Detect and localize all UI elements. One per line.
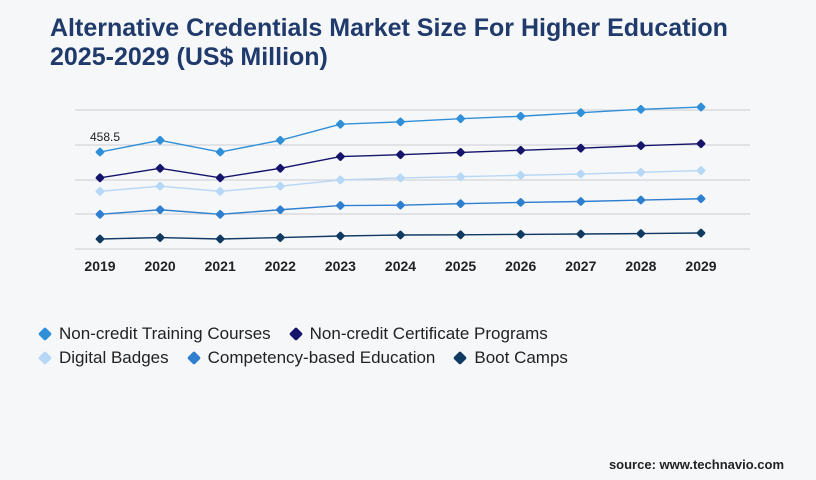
source-credit: source: www.technavio.com [608,457,784,472]
data-point [516,145,526,155]
data-point [396,200,405,210]
legend-marker-icon [288,326,303,342]
data-point [95,173,105,183]
legend-item: Digital Badges [37,348,169,368]
x-tick-label: 2028 [625,258,656,274]
x-tick-label: 2024 [385,258,416,274]
x-tick-label: 2026 [505,258,536,274]
legend-item: Competency-based Education [186,348,436,368]
data-point [155,164,165,173]
data-point [396,173,405,183]
data-point [696,102,706,112]
legend-marker-icon [453,350,468,366]
legend-row: Digital Badges Competency-based Education… [37,346,658,370]
legend-item: Boot Camps [453,348,568,368]
x-tick-label: 2022 [265,258,296,274]
chart-legend: Non-credit Training Courses Non-credit Ce… [37,322,658,370]
data-point [275,135,285,145]
data-point [456,114,465,124]
x-tick-label: 2019 [84,258,115,274]
data-point [95,147,105,157]
data-point [576,229,586,239]
legend-marker-icon [37,326,53,342]
data-point [576,169,586,179]
legend-label: Boot Camps [474,348,568,367]
data-point [275,233,285,242]
chart-title: Alternative Credentials Market Size For … [50,14,790,72]
data-point [456,199,465,209]
data-point [215,234,225,244]
data-point [155,233,165,242]
data-point [696,166,706,175]
data-point [215,210,225,219]
data-label: 458.5 [90,130,120,144]
data-point [696,194,706,204]
data-point [155,181,165,191]
chart-title-line2: 2025-2029 (US$ Million) [50,43,328,71]
data-point [696,139,706,149]
data-point [516,111,526,121]
x-tick-label: 2021 [205,258,236,274]
data-point [215,147,225,157]
legend-item: Non-credit Certificate Programs [288,324,548,344]
data-point [215,187,225,196]
data-point [155,135,165,145]
data-point [336,175,345,185]
data-point [636,195,646,205]
data-point [336,231,345,241]
legend-label: Competency-based Education [207,348,436,367]
x-tick-label: 2029 [685,258,716,274]
data-point [275,205,285,215]
data-point [636,229,646,238]
data-point [636,141,646,150]
data-point [215,173,225,183]
data-point [636,168,646,177]
data-point [696,228,706,238]
data-point [456,148,465,157]
legend-label: Non-credit Certificate Programs [309,324,548,343]
legend-item: Non-credit Training Courses [37,324,271,344]
chart-title-line1: Alternative Credentials Market Size For … [50,14,728,42]
data-point [95,187,105,196]
data-point [516,230,526,239]
legend-row: Non-credit Training Courses Non-credit Ce… [37,322,658,346]
x-tick-label: 2020 [145,258,176,274]
data-point [396,230,405,240]
legend-label: Digital Badges [59,348,169,367]
data-point [95,234,105,244]
data-point [456,230,465,240]
data-point [456,172,465,182]
data-point [576,143,586,153]
data-point [516,198,526,207]
legend-label: Non-credit Training Courses [59,324,271,343]
legend-marker-icon [186,350,201,366]
x-tick-label: 2027 [565,258,596,274]
data-point [576,108,586,118]
data-point [336,201,345,210]
data-point [336,119,345,129]
data-point [396,117,405,127]
data-point [275,164,285,173]
data-point [576,197,586,206]
x-tick-label: 2025 [445,258,476,274]
data-point [95,210,105,219]
data-point [336,152,345,161]
x-tick-label: 2023 [325,258,356,274]
data-point [636,105,646,114]
legend-marker-icon [37,350,53,366]
data-point [275,181,285,191]
data-point [516,170,526,180]
data-point [155,205,165,215]
data-point [396,150,405,160]
